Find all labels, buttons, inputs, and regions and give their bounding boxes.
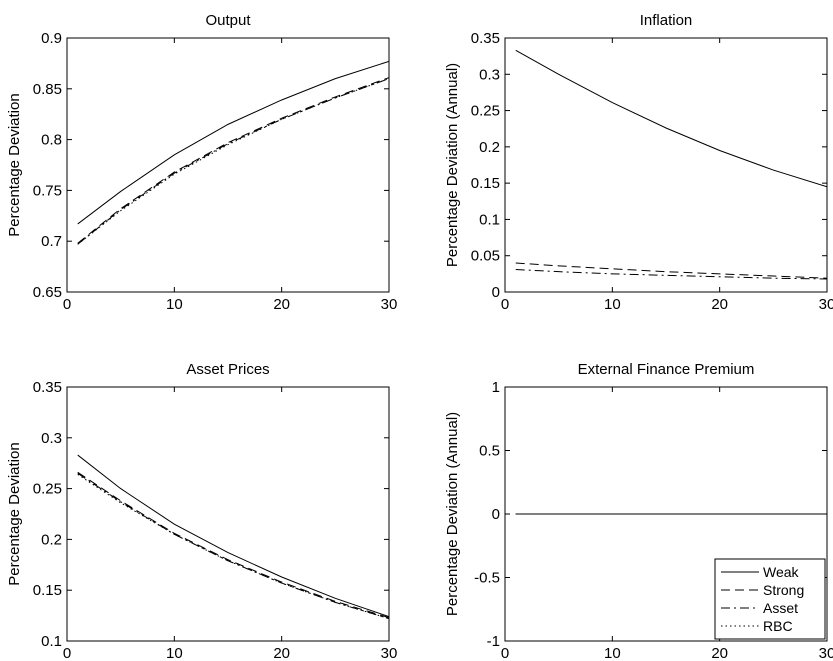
output-y-tick-label: 0.65 (33, 284, 62, 301)
external-finance-premium-x-tick-label: 10 (604, 645, 621, 661)
inflation-panel: Inflation Percentage Deviation (Annual) 0 1… (444, 12, 833, 313)
asset-prices-series-rbc-line (77, 473, 389, 620)
asset-prices-x-tick-label: 30 (381, 645, 398, 661)
asset-prices-x-tick-label: 0 (63, 645, 71, 661)
inflation-y-axis-label: Percentage Deviation (Annual) (444, 63, 461, 267)
output-y-tick-label: 0.85 (33, 81, 62, 98)
asset-prices-y-tick-label: 0.25 (33, 481, 62, 498)
inflation-y-tick-label: 0.35 (471, 30, 500, 47)
output-x-tick-label: 30 (381, 296, 398, 313)
inflation-x-tick-label: 0 (501, 296, 509, 313)
external-finance-premium-legend: Weak Strong Asset RBC (714, 558, 826, 640)
external-finance-premium-y-tick-label: 0.5 (479, 443, 500, 460)
external-finance-premium-y-tick-label: 0 (492, 506, 500, 523)
output-x-tick-label: 10 (166, 296, 183, 313)
output-series-weak-line (77, 60, 389, 225)
external-finance-premium-y-axis-label: Percentage Deviation (Annual) (444, 412, 461, 616)
asset-prices-y-tick-label: 0.15 (33, 582, 62, 599)
inflation-y-tick-label: 0.25 (471, 103, 500, 120)
output-y-tick-label: 0.7 (41, 233, 62, 250)
output-panel: Output Percentage Deviation 0 10 20 30 0.65 0.7… (6, 12, 397, 313)
external-finance-premium-y-tick-label: -1 (487, 633, 500, 650)
asset-prices-y-tick-label: 0.2 (41, 531, 62, 548)
inflation-series-strong-line (515, 262, 827, 279)
legend-strong-label: Strong (763, 582, 804, 598)
output-plot-frame (66, 37, 390, 293)
external-finance-premium-y-tick-label: -0.5 (474, 570, 500, 587)
output-series-rbc-line (77, 78, 389, 245)
external-finance-premium-x-tick-label: 30 (819, 645, 833, 661)
output-title: Output (205, 12, 251, 29)
asset-prices-x-tick-label: 10 (166, 645, 183, 661)
asset-prices-panel: Asset Prices Percentage Deviation 0 10 20 30 0… (6, 361, 397, 661)
asset-prices-y-tick-label: 0.3 (41, 430, 62, 447)
external-finance-premium-panel: External Finance Premium Percentage Devia… (444, 361, 833, 661)
asset-prices-series-weak-line (77, 454, 389, 618)
inflation-y-tick-label: 0.2 (479, 139, 500, 156)
output-y-axis-label: Percentage Deviation (6, 93, 23, 236)
output-x-tick-label: 0 (63, 296, 71, 313)
external-finance-premium-x-tick-label: 0 (501, 645, 509, 661)
output-series-asset-line (77, 78, 389, 245)
output-y-tick-label: 0.8 (41, 132, 62, 149)
inflation-x-tick-label: 20 (711, 296, 728, 313)
inflation-plot-frame (504, 37, 828, 293)
inflation-y-tick-label: 0.1 (479, 211, 500, 228)
inflation-x-tick-label: 30 (819, 296, 833, 313)
asset-prices-y-tick-label: 0.1 (41, 633, 62, 650)
legend-rbc-label: RBC (763, 618, 793, 634)
inflation-y-tick-label: 0.15 (471, 175, 500, 192)
asset-prices-series-strong-line (77, 471, 389, 619)
output-x-tick-label: 20 (273, 296, 290, 313)
inflation-y-tick-label: 0 (492, 284, 500, 301)
asset-prices-series-asset-line (77, 472, 389, 620)
inflation-y-tick-label: 0.05 (471, 248, 500, 265)
legend-weak-label: Weak (763, 564, 800, 580)
external-finance-premium-title: External Finance Premium (578, 361, 755, 378)
inflation-title: Inflation (640, 12, 693, 29)
external-finance-premium-x-tick-label: 20 (711, 645, 728, 661)
inflation-series-weak-line (515, 49, 827, 188)
inflation-series-asset-line (515, 269, 827, 280)
inflation-y-tick-label: 0.3 (479, 66, 500, 83)
asset-prices-x-tick-label: 20 (273, 645, 290, 661)
asset-prices-y-axis-label: Percentage Deviation (6, 442, 23, 585)
output-y-tick-label: 0.9 (41, 30, 62, 47)
external-finance-premium-y-tick-label: 1 (492, 379, 500, 396)
asset-prices-title: Asset Prices (186, 361, 269, 378)
asset-prices-plot-frame (66, 386, 390, 642)
asset-prices-y-tick-label: 0.35 (33, 379, 62, 396)
legend-asset-label: Asset (763, 600, 798, 616)
inflation-x-tick-label: 10 (604, 296, 621, 313)
output-series-strong-line (77, 77, 389, 244)
output-y-tick-label: 0.75 (33, 182, 62, 199)
